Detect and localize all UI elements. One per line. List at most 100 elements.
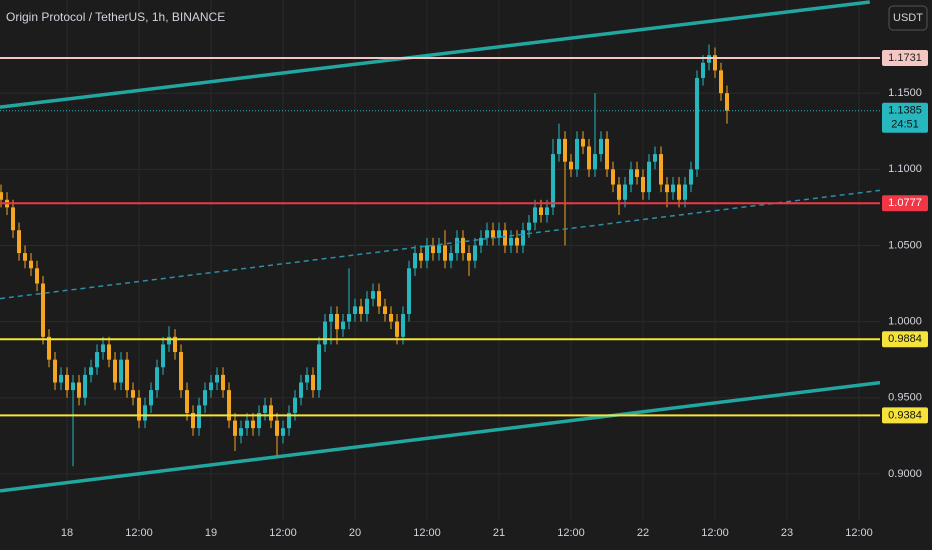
candle-body — [287, 412, 292, 429]
candle-body — [635, 169, 640, 177]
candle-body — [17, 230, 22, 254]
candle-body — [197, 405, 202, 429]
candle-body — [611, 169, 616, 185]
candle-body — [143, 405, 148, 421]
candle-body — [719, 70, 724, 94]
candle-body — [275, 420, 280, 436]
candle-body — [725, 93, 730, 111]
y-tick-label: 1.0500 — [888, 239, 922, 251]
candle-body — [599, 138, 604, 155]
candle-body — [425, 245, 430, 261]
candle-body — [137, 397, 142, 421]
candle-body — [53, 359, 58, 383]
candle-body — [41, 283, 46, 337]
candle-body — [539, 207, 544, 216]
candle-body — [419, 253, 424, 261]
countdown-label: 24:51 — [891, 119, 919, 131]
candle-body — [305, 374, 310, 383]
candle-body — [431, 245, 436, 254]
candle-body — [371, 291, 376, 299]
candle-body — [683, 184, 688, 200]
candle-body — [623, 184, 628, 200]
candle-body — [311, 374, 316, 391]
candle-body — [347, 313, 352, 322]
y-tick-label: 0.9000 — [888, 468, 922, 480]
candle-body — [503, 230, 508, 246]
candle-body — [671, 184, 676, 193]
candle-body — [119, 359, 124, 383]
candle-body — [59, 374, 64, 383]
candle-body — [191, 412, 196, 429]
candle-body — [95, 352, 100, 368]
candle-body — [401, 313, 406, 337]
x-tick-label: 18 — [61, 527, 73, 539]
candle-body — [89, 367, 94, 375]
candle-body — [389, 313, 394, 322]
candle-body — [557, 138, 562, 155]
candle-body — [317, 344, 322, 391]
candle-body — [617, 184, 622, 200]
candle-body — [269, 405, 274, 421]
candle-body — [629, 169, 634, 185]
candle-body — [359, 306, 364, 314]
candle-body — [101, 344, 106, 353]
candle-body — [497, 230, 502, 238]
candle-body — [0, 192, 4, 200]
candle-body — [167, 336, 172, 345]
candle-body — [689, 169, 694, 185]
candle-body — [299, 382, 304, 398]
candle-body — [215, 374, 220, 383]
candle-body — [281, 428, 286, 436]
x-tick-label: 12:00 — [701, 527, 729, 539]
currency-button[interactable] — [888, 5, 928, 31]
candle-body — [383, 306, 388, 314]
candle-body — [251, 420, 256, 429]
candle-body — [377, 291, 382, 307]
price-label-box — [882, 331, 928, 348]
y-tick-label: 1.0000 — [888, 315, 922, 327]
candle-body — [233, 420, 238, 436]
candle-body — [407, 268, 412, 314]
trend-line — [0, 380, 881, 493]
candle-body — [593, 154, 598, 170]
candle-body — [173, 336, 178, 353]
price-label: 0.9384 — [888, 409, 922, 421]
candle-body — [335, 313, 340, 330]
candle-body — [461, 237, 466, 254]
candle-body — [455, 237, 460, 254]
candle-body — [107, 344, 112, 360]
x-tick-label: 12:00 — [557, 527, 585, 539]
candle-body — [659, 154, 664, 185]
chart-title: Origin Protocol / TetherUS, 1h, BINANCE — [6, 10, 225, 24]
candle-body — [125, 359, 130, 391]
trend-line — [0, 0, 871, 109]
candle-body — [131, 390, 136, 398]
candle-body — [677, 184, 682, 200]
candle-body — [185, 390, 190, 413]
candle-body — [695, 77, 700, 170]
price-label: 1.0777 — [888, 197, 922, 209]
candle-body — [449, 253, 454, 261]
candle-body — [587, 146, 592, 170]
candle-body — [323, 321, 328, 345]
candle-body — [653, 154, 658, 162]
price-axis: 0.9000 0.9500 1.0000 1.0500 1.1000 1.1500 18 12… — [61, 50, 928, 539]
candle-body — [605, 138, 610, 170]
candle-body — [641, 176, 646, 193]
candle-body — [209, 382, 214, 391]
price-label-box — [882, 102, 928, 133]
currency-label[interactable]: USDT — [893, 12, 923, 24]
x-tick-label: 22 — [637, 527, 649, 539]
candle-body — [77, 382, 82, 398]
candle-body — [575, 138, 580, 170]
candle-body — [257, 412, 262, 429]
candle-body — [23, 253, 28, 261]
candle-body — [227, 390, 232, 421]
candle-body — [161, 344, 166, 368]
candle-body — [365, 298, 370, 314]
x-tick-label: 12:00 — [845, 527, 873, 539]
candle-body — [581, 138, 586, 147]
x-tick-label: 12:00 — [269, 527, 297, 539]
